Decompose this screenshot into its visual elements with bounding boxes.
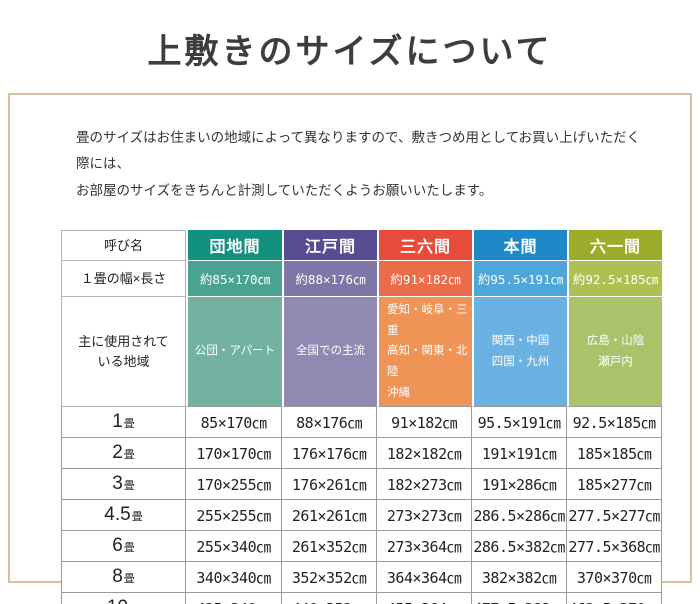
size-value-cell: 255×255㎝: [186, 500, 282, 532]
size-row-label: 4.5畳: [61, 500, 186, 532]
intro-line-2: お部屋のサイズをきちんと計測していただくようお願いいたします。: [76, 182, 493, 198]
size-value-cell: 255×340㎝: [186, 531, 282, 563]
size-value-cell: 382×382㎝: [472, 562, 567, 594]
size-value-cell: 182×182㎝: [377, 438, 472, 470]
size-row-label: 2畳: [61, 438, 186, 470]
column-header-edoma: 江戸間: [282, 229, 377, 261]
mat-width-row: １畳の幅×長さ 約85×170㎝ 約88×176㎝ 約91×182㎝ 約95.5…: [61, 260, 662, 297]
size-value-cell: 455×364㎝: [377, 593, 472, 604]
size-value-cell: 261×261㎝: [282, 500, 377, 532]
size-value-cell: 95.5×191㎝: [472, 407, 567, 439]
page-title: 上敷きのサイズについて: [147, 32, 553, 72]
size-row-8jo: 8畳 340×340㎝ 352×352㎝ 364×364㎝ 382×382㎝ 3…: [61, 562, 662, 594]
region-row: 主に使用されている地域 公団・アパート 全国での主流 愛知・岐阜・三重 高知・関…: [61, 296, 662, 408]
intro-line-1: 畳のサイズはお住まいの地域によって異なりますので、敷きつめ用としてお買い上げいた…: [76, 130, 641, 172]
size-value-cell: 185×277㎝: [567, 469, 662, 501]
size-value-cell: 91×182㎝: [377, 407, 472, 439]
size-value-cell: 92.5×185㎝: [567, 407, 662, 439]
size-value-cell: 277.5×368㎝: [567, 531, 662, 563]
size-row-label: 1畳: [61, 407, 186, 439]
region-cell: 全国での主流: [282, 296, 377, 408]
size-value-cell: 85×170㎝: [186, 407, 282, 439]
size-value-cell: 462.5×370㎝: [567, 593, 662, 604]
size-value-cell: 185×185㎝: [567, 438, 662, 470]
region-cell: 広島・山陰 瀬戸内: [567, 296, 662, 408]
size-value-cell: 273×273㎝: [377, 500, 472, 532]
region-cell: 関西・中国 四国・九州: [472, 296, 567, 408]
size-row-label: 3畳: [61, 469, 186, 501]
mat-width-cell: 約95.5×191㎝: [472, 260, 567, 297]
header-row: 呼び名 団地間 江戸間 三六間 本間 六一間: [61, 229, 662, 261]
mat-width-cell: 約91×182㎝: [377, 260, 472, 297]
size-row-4-5jo: 4.5畳 255×255㎝ 261×261㎝ 273×273㎝ 286.5×28…: [61, 500, 662, 532]
size-value-cell: 182×273㎝: [377, 469, 472, 501]
size-value-cell: 176×261㎝: [282, 469, 377, 501]
size-value-cell: 88×176㎝: [282, 407, 377, 439]
region-cell: 愛知・岐阜・三重 高知・関東・北陸 沖縄: [377, 296, 472, 408]
mat-width-cell: 約88×176㎝: [282, 260, 377, 297]
size-row-2jo: 2畳 170×170㎝ 176×176㎝ 182×182㎝ 191×191㎝ 1…: [61, 438, 662, 470]
size-value-cell: 440×352㎝: [282, 593, 377, 604]
size-value-cell: 286.5×382㎝: [472, 531, 567, 563]
size-value-cell: 286.5×286㎝: [472, 500, 567, 532]
column-header-rokuichima: 六一間: [567, 229, 662, 261]
region-row-label: 主に使用されている地域: [61, 296, 186, 408]
column-header-saburokuma: 三六間: [377, 229, 472, 261]
size-value-cell: 277.5×277㎝: [567, 500, 662, 532]
size-value-cell: 340×340㎝: [186, 562, 282, 594]
size-value-cell: 261×352㎝: [282, 531, 377, 563]
content-panel: 畳のサイズはお住まいの地域によって異なりますので、敷きつめ用としてお買い上げいた…: [8, 93, 692, 604]
size-value-cell: 191×286㎝: [472, 469, 567, 501]
size-value-cell: 273×364㎝: [377, 531, 472, 563]
column-header-honma: 本間: [472, 229, 567, 261]
size-value-cell: 477.5×382㎝: [472, 593, 567, 604]
size-value-cell: 425×340㎝: [186, 593, 282, 604]
size-row-6jo: 6畳 255×340㎝ 261×352㎝ 273×364㎝ 286.5×382㎝…: [61, 531, 662, 563]
size-row-label: 8畳: [61, 562, 186, 594]
region-cell: 公団・アパート: [186, 296, 282, 408]
size-row-3jo: 3畳 170×255㎝ 176×261㎝ 182×273㎝ 191×286㎝ 1…: [61, 469, 662, 501]
size-row-1jo: 1畳 85×170㎝ 88×176㎝ 91×182㎝ 95.5×191㎝ 92.…: [61, 407, 662, 439]
mat-width-row-label: １畳の幅×長さ: [61, 260, 186, 297]
tatami-size-table: 呼び名 団地間 江戸間 三六間 本間 六一間 １畳の幅×長さ 約85×170㎝ …: [61, 229, 662, 604]
size-value-cell: 191×191㎝: [472, 438, 567, 470]
size-value-cell: 176×176㎝: [282, 438, 377, 470]
size-row-label: 10畳: [61, 593, 186, 604]
mat-width-cell: 約85×170㎝: [186, 260, 282, 297]
column-header-danchima: 団地間: [186, 229, 282, 261]
size-row-label: 6畳: [61, 531, 186, 563]
mat-width-cell: 約92.5×185㎝: [567, 260, 662, 297]
name-column-header: 呼び名: [61, 229, 186, 261]
size-value-cell: 170×170㎝: [186, 438, 282, 470]
size-row-10jo: 10畳 425×340㎝ 440×352㎝ 455×364㎝ 477.5×382…: [61, 593, 662, 604]
size-value-cell: 352×352㎝: [282, 562, 377, 594]
size-value-cell: 364×364㎝: [377, 562, 472, 594]
size-value-cell: 370×370㎝: [567, 562, 662, 594]
size-value-cell: 170×255㎝: [186, 469, 282, 501]
intro-text: 畳のサイズはお住まいの地域によって異なりますので、敷きつめ用としてお買い上げいた…: [10, 95, 690, 204]
